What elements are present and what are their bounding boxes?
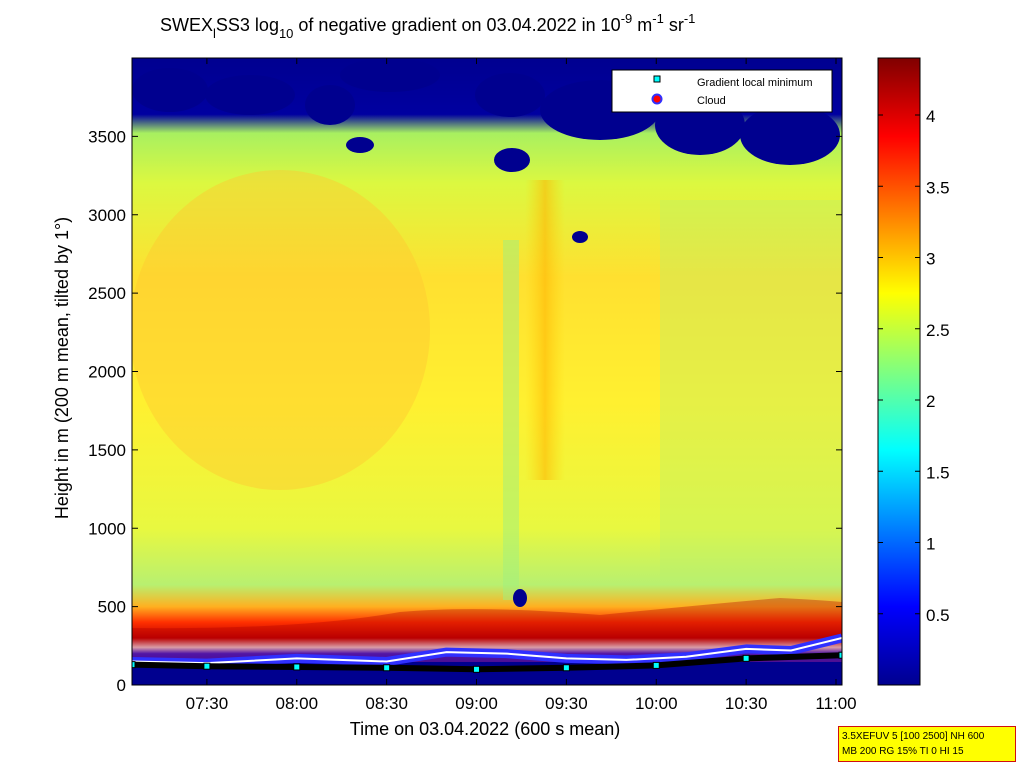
y-tick-label: 0 xyxy=(117,676,126,695)
cloud-series-outline xyxy=(132,637,842,665)
x-tick-label: 08:00 xyxy=(275,694,318,713)
gradient-min-point xyxy=(473,665,481,673)
x-tick-label: 11:00 xyxy=(815,694,856,713)
colorbar-tick-label: 4 xyxy=(926,107,935,126)
x-tick-label: 07:30 xyxy=(186,694,229,713)
heatmap-plot xyxy=(132,58,842,685)
heatmap-band-2 xyxy=(503,240,519,600)
colorbar-tick-label: 2 xyxy=(926,392,935,411)
info-box: 3.5XEFUV 5 [100 2500] NH 600 MB 200 RG 1… xyxy=(838,726,1016,762)
heatmap-band-1 xyxy=(525,180,565,480)
gradient-min-point xyxy=(293,663,301,671)
legend: Gradient local minimum Cloud xyxy=(611,69,833,113)
x-tick-label: 09:00 xyxy=(455,694,498,713)
heatmap-warm-region xyxy=(132,170,430,490)
legend-gradient-minimum-marker xyxy=(653,75,661,83)
x-tick-label: 10:00 xyxy=(635,694,678,713)
gradient-min-point xyxy=(838,651,842,659)
y-tick-label: 1000 xyxy=(88,519,126,538)
y-axis-label: Height in m (200 m mean, tilted by 1°) xyxy=(52,217,72,519)
legend-cloud-label: Cloud xyxy=(697,95,726,107)
colorbar-ramp xyxy=(877,57,921,686)
x-axis: 07:30 08:00 08:30 09:00 09:30 10:00 10:30 11:00 xyxy=(186,58,857,713)
info-line-1: 3.5XEFUV 5 [100 2500] NH 600 xyxy=(842,731,985,742)
y-tick-label: 500 xyxy=(98,598,126,617)
colorbar: 0.5 1 1.5 2 2.5 3 3.5 4 xyxy=(877,57,950,686)
y-tick-label: 2000 xyxy=(88,363,126,382)
colorbar-ticks: 0.5 1 1.5 2 2.5 3 3.5 4 xyxy=(878,107,950,625)
x-axis-label: Time on 03.04.2022 (600 s mean) xyxy=(350,719,621,739)
legend-cloud-marker xyxy=(651,93,663,105)
colorbar-tick-label: 0.5 xyxy=(926,606,950,625)
heatmap-field xyxy=(132,58,842,685)
y-tick-label: 3000 xyxy=(88,206,126,225)
gradient-min-point xyxy=(742,654,750,662)
gradient-min-point xyxy=(203,662,211,670)
x-tick-label: 08:30 xyxy=(365,694,408,713)
x-tick-label: 09:30 xyxy=(545,694,588,713)
info-line-2: MB 200 RG 15% TI 0 HI 15 xyxy=(842,746,964,757)
x-tick-label: 10:30 xyxy=(725,694,768,713)
colorbar-tick-label: 3 xyxy=(926,250,935,269)
gradient-min-point xyxy=(132,661,136,669)
y-tick-label: 1500 xyxy=(88,441,126,460)
heatmap-cool-region xyxy=(660,200,842,580)
y-axis: 0 500 1000 1500 2000 2500 3000 3500 xyxy=(88,127,842,695)
gradient-min-markers xyxy=(132,651,842,673)
colorbar-tick-label: 1 xyxy=(926,535,935,554)
legend-gradient-minimum-label: Gradient local minimum xyxy=(697,77,813,89)
gradient-min-point xyxy=(383,664,391,672)
colorbar-tick-label: 3.5 xyxy=(926,178,950,197)
y-tick-label: 2500 xyxy=(88,284,126,303)
chart-title: SWEXlSS3 log10 of negative gradient on 0… xyxy=(160,11,695,41)
y-tick-label: 3500 xyxy=(88,127,126,146)
gradient-min-point xyxy=(562,664,570,672)
colorbar-tick-label: 1.5 xyxy=(926,463,950,482)
gradient-min-point xyxy=(652,661,660,669)
colorbar-tick-label: 2.5 xyxy=(926,321,950,340)
